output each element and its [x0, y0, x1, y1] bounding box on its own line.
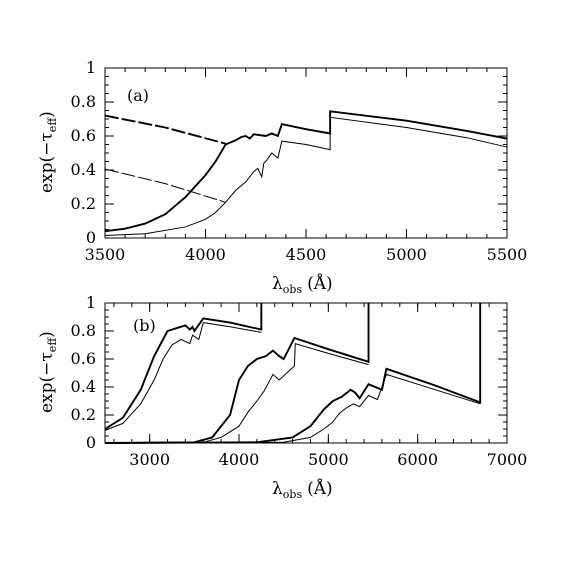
x-axis-title-b: λobs (Å)	[272, 478, 333, 501]
series-line-a-3	[104, 114, 226, 145]
y-axis-title-a: exp(−τeff)	[37, 111, 59, 193]
series-line-b-3	[104, 303, 370, 444]
y-axis-title-close-a: )	[37, 111, 57, 118]
series-group-a	[104, 110, 508, 236]
y-tick-label-b: 1	[86, 293, 96, 312]
series-group-b	[104, 303, 482, 444]
y-tick-label-a: 0.2	[71, 194, 96, 213]
y-tick-label-a: 0.4	[71, 160, 96, 179]
y-axis-title-b: exp(−τeff)	[37, 331, 59, 413]
x-tick-label-b: 7000	[487, 450, 528, 469]
x-axis-title-sub-b: obs	[283, 488, 303, 501]
series-line-b-5	[104, 303, 482, 444]
panel-a: 3500 4000 4500 5000 5500 0 0.2 0.4 0.6 0.8 1 (a) λ…	[37, 58, 527, 296]
x-tick-label-a: 3500	[85, 245, 126, 264]
y-tick-label-b: 0.4	[71, 377, 96, 396]
series-line-a-4	[104, 168, 226, 203]
y-tick-label-a: 1	[86, 58, 96, 77]
x-tick-label-b: 5000	[308, 450, 349, 469]
series-line-a-2	[104, 116, 508, 236]
y-axis-title-sub-a: eff	[46, 117, 59, 133]
y-tick-label-a: 0	[86, 228, 96, 247]
y-tick-label-a: 0.6	[71, 126, 96, 145]
y-axis-title-main-b: exp(−τ	[37, 352, 57, 413]
x-axis-title-main-b: λ	[272, 479, 283, 499]
x-tick-label-b: 6000	[397, 450, 438, 469]
x-tick-label-a: 4000	[185, 245, 226, 264]
y-tick-label-b: 0.8	[71, 321, 96, 340]
series-line-b-6	[104, 373, 481, 444]
y-axis-title-main-a: exp(−τ	[37, 132, 57, 193]
y-tick-label-b: 0	[86, 433, 96, 452]
x-tick-label-b: 4000	[219, 450, 260, 469]
series-line-b-4	[104, 342, 369, 444]
y-tick-label-a: 0.8	[71, 92, 96, 111]
y-axis-title-close-b: )	[37, 331, 57, 338]
x-tick-label-a: 5000	[386, 245, 427, 264]
y-tick-label-b: 0.2	[71, 405, 96, 424]
series-line-a-1	[104, 110, 508, 233]
y-tick-label-b: 0.6	[71, 349, 96, 368]
x-axis-title-a: λobs (Å)	[272, 273, 333, 296]
ticks-a: 3500 4000 4500 5000 5500 0 0.2 0.4 0.6 0.8 1	[71, 58, 528, 264]
plot-frame-a	[104, 67, 508, 239]
x-axis-title-sub-a: obs	[283, 283, 303, 296]
panel-label-a: (a)	[127, 86, 149, 105]
x-tick-label-a: 5500	[487, 245, 528, 264]
x-tick-label-a: 4500	[286, 245, 327, 264]
series-line-b-2	[104, 322, 262, 431]
x-tick-label-b: 3000	[129, 450, 170, 469]
panel-label-b: (b)	[133, 316, 156, 335]
series-line-b-1	[104, 303, 263, 430]
y-axis-title-sub-b: eff	[46, 337, 59, 353]
panel-b: 3000 4000 5000 6000 7000 0 0.2 0.4 0.6 0.8 1 (b) λ…	[37, 293, 527, 501]
plot-frame-b	[104, 302, 508, 444]
x-axis-title-main-a: λ	[272, 274, 283, 294]
x-axis-title-unit-b: (Å)	[307, 478, 333, 499]
x-axis-title-unit-a: (Å)	[307, 273, 333, 294]
